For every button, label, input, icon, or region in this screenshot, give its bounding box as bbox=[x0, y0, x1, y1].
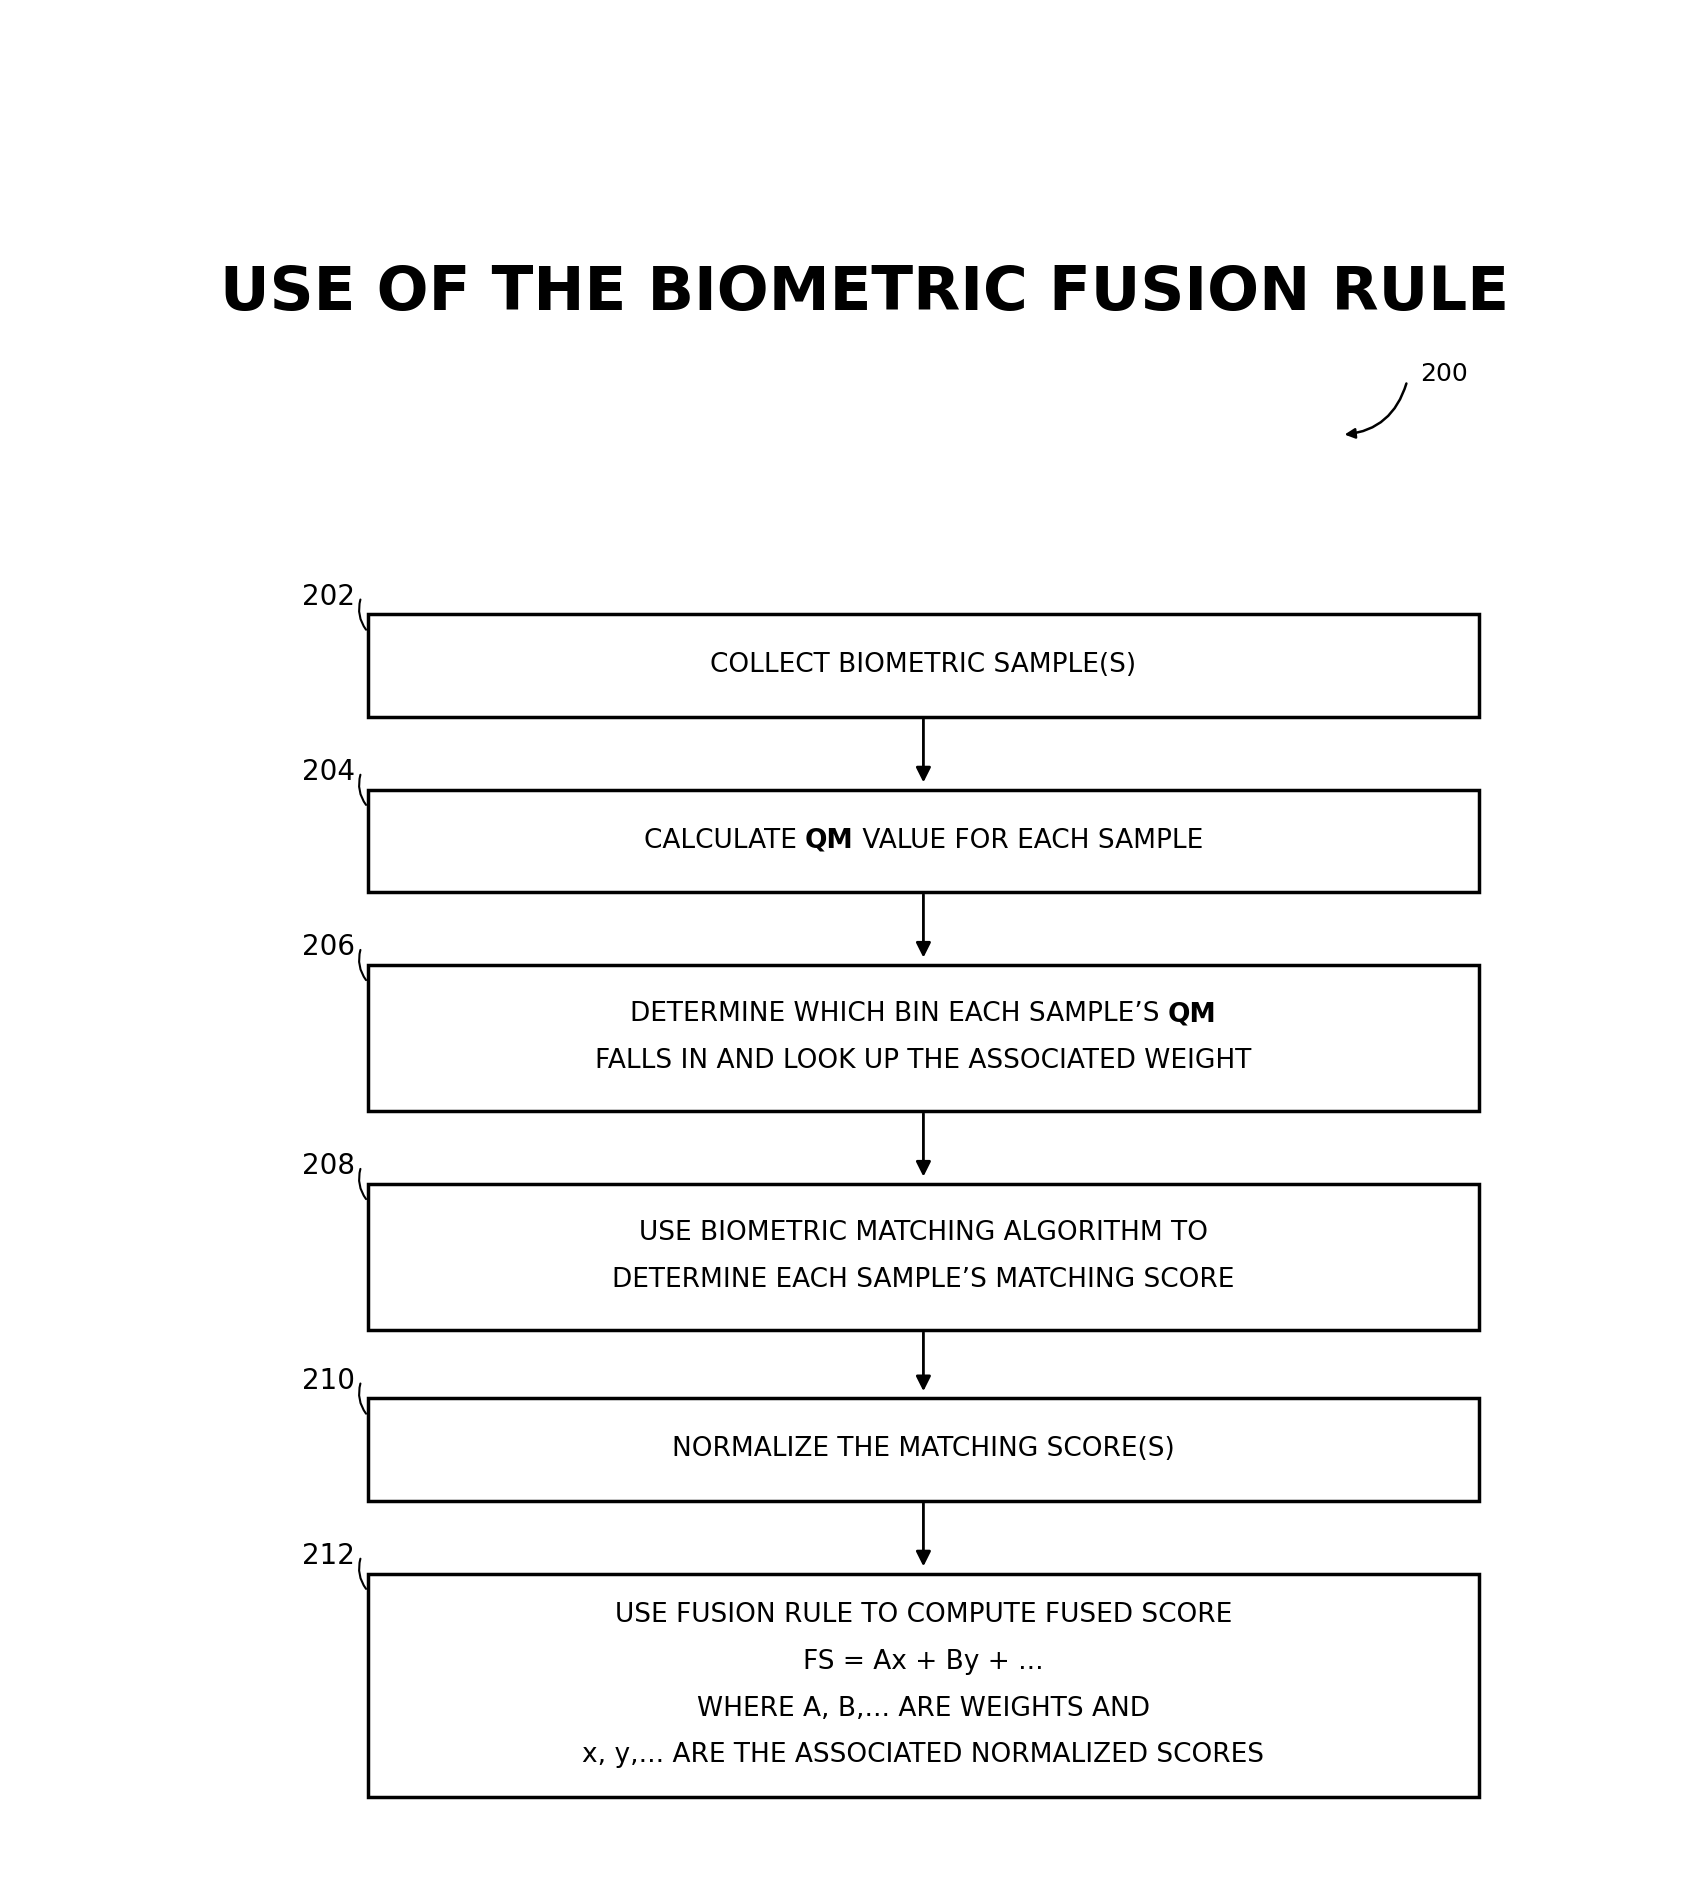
Text: USE FUSION RULE TO COMPUTE FUSED SCORE: USE FUSION RULE TO COMPUTE FUSED SCORE bbox=[614, 1602, 1232, 1629]
Text: FS = Ax + By + ...: FS = Ax + By + ... bbox=[803, 1650, 1044, 1674]
Text: USE BIOMETRIC MATCHING ALGORITHM TO: USE BIOMETRIC MATCHING ALGORITHM TO bbox=[639, 1221, 1208, 1246]
Text: QM: QM bbox=[805, 829, 854, 853]
Text: 200: 200 bbox=[1420, 362, 1468, 385]
Text: x, y,... ARE THE ASSOCIATED NORMALIZED SCORES: x, y,... ARE THE ASSOCIATED NORMALIZED S… bbox=[582, 1742, 1265, 1769]
Text: DETERMINE EACH SAMPLE’S MATCHING SCORE: DETERMINE EACH SAMPLE’S MATCHING SCORE bbox=[612, 1267, 1235, 1293]
FancyBboxPatch shape bbox=[368, 614, 1479, 717]
Text: WHERE A, B,... ARE WEIGHTS AND: WHERE A, B,... ARE WEIGHTS AND bbox=[697, 1695, 1151, 1722]
Text: 202: 202 bbox=[302, 582, 354, 611]
Text: QM: QM bbox=[1167, 1001, 1216, 1028]
Text: COLLECT BIOMETRIC SAMPLE(S): COLLECT BIOMETRIC SAMPLE(S) bbox=[710, 652, 1137, 679]
Text: NORMALIZE THE MATCHING SCORE(S): NORMALIZE THE MATCHING SCORE(S) bbox=[671, 1437, 1174, 1462]
FancyBboxPatch shape bbox=[368, 1574, 1479, 1797]
Text: USE OF THE BIOMETRIC FUSION RULE: USE OF THE BIOMETRIC FUSION RULE bbox=[219, 264, 1510, 322]
FancyBboxPatch shape bbox=[368, 965, 1479, 1111]
Text: 204: 204 bbox=[302, 758, 354, 787]
FancyBboxPatch shape bbox=[368, 789, 1479, 891]
Text: 210: 210 bbox=[302, 1367, 354, 1395]
Text: 208: 208 bbox=[302, 1153, 354, 1179]
Text: CALCULATE: CALCULATE bbox=[644, 829, 805, 853]
Text: 212: 212 bbox=[302, 1541, 354, 1570]
FancyBboxPatch shape bbox=[368, 1399, 1479, 1500]
Text: DETERMINE WHICH BIN EACH SAMPLE’S: DETERMINE WHICH BIN EACH SAMPLE’S bbox=[631, 1001, 1167, 1028]
Text: VALUE FOR EACH SAMPLE: VALUE FOR EACH SAMPLE bbox=[854, 829, 1203, 853]
Text: FALLS IN AND LOOK UP THE ASSOCIATED WEIGHT: FALLS IN AND LOOK UP THE ASSOCIATED WEIG… bbox=[596, 1048, 1252, 1075]
Text: 206: 206 bbox=[302, 933, 354, 961]
FancyBboxPatch shape bbox=[368, 1183, 1479, 1329]
